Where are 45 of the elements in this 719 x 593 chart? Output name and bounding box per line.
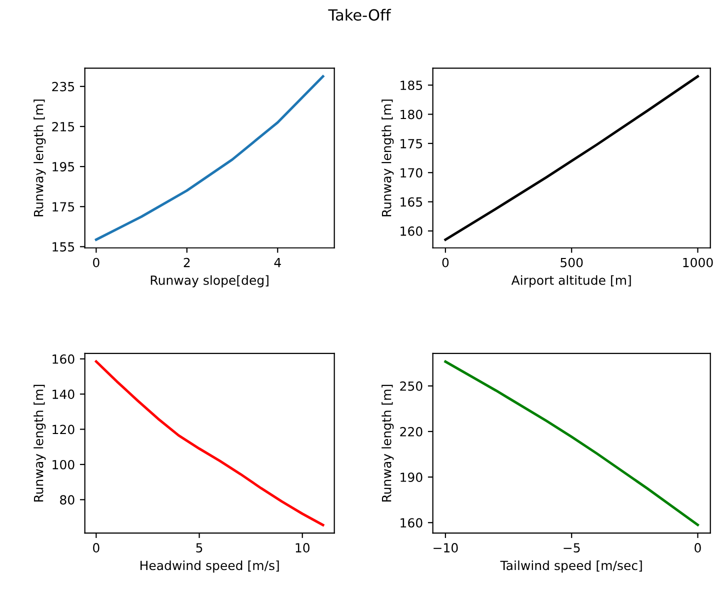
line-series — [444, 75, 700, 241]
y-tick-label: 155 — [52, 242, 74, 252]
x-tick-label: 2 — [184, 258, 190, 268]
x-tick-label: 0 — [694, 543, 701, 553]
y-tick-label: 185 — [400, 80, 422, 90]
x-tick-label: 0 — [442, 258, 449, 268]
y-tick-label: 215 — [52, 122, 74, 132]
x-tick-label: 1000 — [683, 258, 713, 268]
x-tick-label: 5 — [196, 543, 202, 553]
x-tick-label: 10 — [296, 543, 310, 553]
x-tick-label: −5 — [564, 543, 580, 553]
y-tick-label: 175 — [400, 139, 422, 148]
y-tick-label: 100 — [52, 460, 74, 470]
y-tick-label: 175 — [52, 202, 74, 212]
x-axis-title: Airport altitude [m] — [511, 275, 631, 288]
chart-title: Take-Off — [328, 8, 392, 21]
x-tick-label: 500 — [560, 258, 583, 268]
x-axis-title: Tailwind speed [m/sec] — [500, 560, 642, 573]
y-tick-label: 160 — [400, 518, 422, 528]
y-tick-label: 160 — [400, 226, 422, 236]
y-axis-title: Runway length [m] — [34, 100, 46, 216]
y-axis-title: Runway length [m] — [34, 384, 46, 502]
y-tick-label: 120 — [52, 424, 74, 434]
x-tick-label: 0 — [93, 258, 100, 268]
x-tick-label: 4 — [274, 258, 281, 268]
y-tick-label: 220 — [400, 426, 422, 436]
y-tick-label: 160 — [52, 354, 74, 364]
x-axis-title: Headwind speed [m/s] — [140, 560, 279, 573]
y-axis-title: Runway length [m] — [382, 100, 394, 216]
x-tick-label: −10 — [434, 543, 458, 553]
y-tick-label: 180 — [400, 110, 422, 120]
y-tick-label: 140 — [52, 390, 74, 400]
y-tick-label: 250 — [400, 381, 422, 391]
y-tick-label: 235 — [52, 82, 74, 92]
line-series — [444, 360, 700, 526]
x-tick-label: 0 — [93, 543, 100, 553]
y-tick-label: 190 — [400, 472, 422, 482]
y-tick-label: 165 — [400, 197, 422, 207]
y-tick-label: 170 — [400, 168, 422, 178]
y-tick-label: 80 — [60, 495, 74, 505]
line-series — [94, 75, 324, 241]
y-axis-title: Runway length [m] — [382, 384, 394, 502]
line-series — [94, 360, 324, 526]
y-tick-label: 195 — [52, 162, 74, 172]
x-axis-title: Runway slope[deg] — [150, 275, 268, 288]
